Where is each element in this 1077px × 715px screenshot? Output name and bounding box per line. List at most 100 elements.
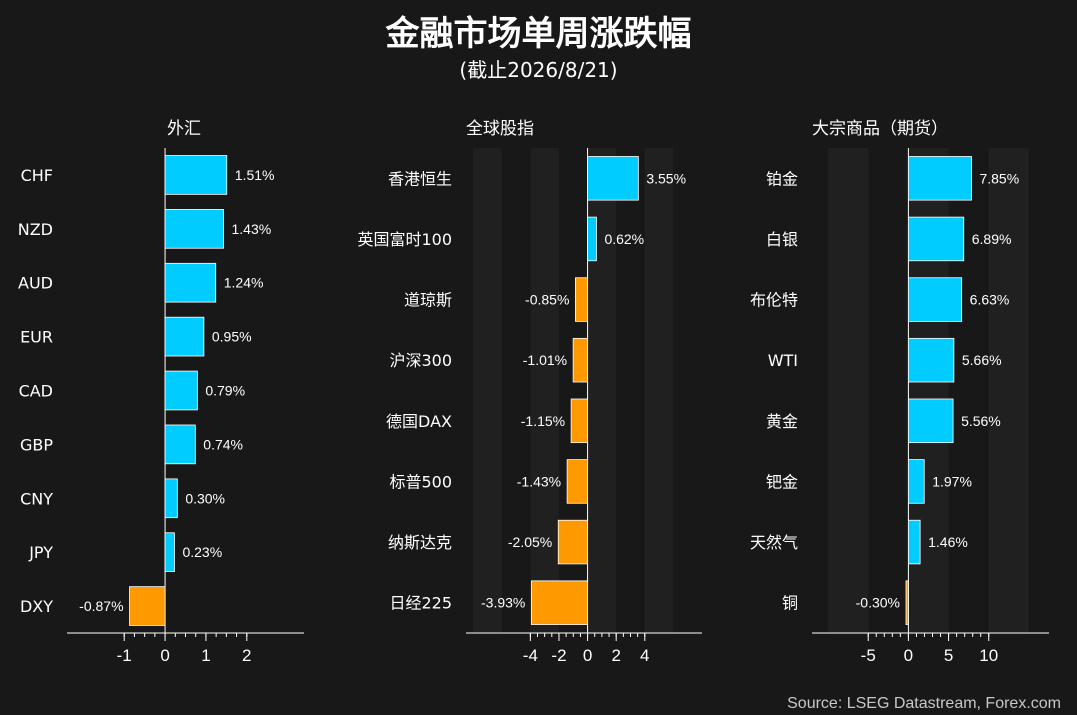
- category-label: 标普500: [389, 472, 452, 491]
- data-label: 0.30%: [185, 490, 225, 506]
- bar: [530, 580, 588, 625]
- bar: [908, 459, 925, 504]
- bar: [572, 337, 588, 383]
- category-label: AUD: [18, 274, 53, 293]
- category-label: 德国DAX: [386, 412, 452, 431]
- category-label: 日经225: [389, 594, 452, 613]
- category-label: 沪深300: [389, 351, 452, 370]
- bar: [908, 156, 972, 201]
- tick-label: 2: [242, 646, 251, 665]
- tick-label: 4: [640, 646, 649, 665]
- tick-label: 10: [979, 646, 998, 665]
- bar: [164, 209, 224, 249]
- data-label: 6.89%: [972, 231, 1012, 247]
- bar: [908, 519, 921, 565]
- tick-label: -5: [861, 646, 876, 665]
- bar: [164, 262, 217, 303]
- bar: [908, 216, 965, 262]
- data-label: 1.24%: [224, 275, 264, 291]
- category-label: CAD: [19, 382, 53, 401]
- panel-title: 大宗商品（期货）: [812, 119, 948, 139]
- tick-label: 0: [583, 646, 592, 665]
- data-label: -2.05%: [508, 534, 552, 550]
- data-label: 1.46%: [928, 534, 968, 550]
- tick-label: -1: [117, 646, 132, 665]
- category-label: 布伦特: [750, 291, 798, 310]
- bar: [557, 519, 588, 565]
- category-label: CHF: [21, 166, 53, 185]
- category-label: 黄金: [766, 412, 798, 431]
- data-label: 6.63%: [970, 292, 1010, 308]
- data-label: 1.97%: [932, 473, 972, 489]
- bar: [905, 580, 909, 625]
- bar: [908, 277, 963, 322]
- category-label: 英国富时100: [357, 230, 452, 249]
- background-band: [644, 148, 674, 633]
- tick-label: 5: [944, 646, 953, 665]
- bar: [587, 156, 639, 201]
- category-label: 铂金: [766, 169, 798, 188]
- bar: [164, 532, 175, 572]
- data-label: 0.62%: [604, 231, 644, 247]
- data-label: -1.15%: [521, 413, 565, 429]
- data-label: 0.23%: [182, 544, 222, 560]
- data-label: 0.95%: [212, 329, 252, 345]
- data-label: -0.87%: [79, 598, 123, 614]
- data-label: -1.01%: [523, 352, 567, 368]
- category-label: 纳斯达克: [388, 533, 452, 552]
- data-label: -0.30%: [856, 595, 900, 611]
- data-label: 0.79%: [205, 383, 245, 399]
- data-label: 0.74%: [203, 436, 243, 452]
- data-label: -3.93%: [481, 595, 525, 611]
- bar: [570, 398, 588, 444]
- chart-subtitle: (截止2026/8/21): [459, 58, 618, 82]
- bar: [164, 316, 205, 357]
- source-note: Source: LSEG Datastream, Forex.com: [787, 695, 1061, 712]
- data-label: 1.43%: [232, 221, 272, 237]
- category-label: GBP: [20, 435, 53, 454]
- tick-label: -4: [523, 646, 538, 665]
- category-label: 道琼斯: [404, 291, 452, 310]
- bar: [129, 586, 166, 626]
- background-band: [988, 148, 1029, 633]
- category-label: NZD: [18, 220, 53, 239]
- category-label: CNY: [20, 489, 53, 508]
- bar: [575, 277, 588, 322]
- data-label: 5.56%: [961, 413, 1001, 429]
- bar: [164, 424, 196, 465]
- chart-title: 金融市场单周涨跌幅: [385, 14, 692, 54]
- category-label: WTI: [768, 351, 798, 370]
- tick-label: 1: [201, 646, 210, 665]
- bar: [164, 370, 198, 411]
- background-band: [530, 148, 559, 633]
- data-label: 5.66%: [962, 352, 1002, 368]
- background-band: [828, 148, 869, 633]
- data-label: 1.51%: [235, 167, 275, 183]
- data-label: -1.43%: [517, 473, 561, 489]
- category-label: 钯金: [766, 472, 798, 491]
- background-band: [473, 148, 502, 633]
- tick-label: -2: [551, 646, 566, 665]
- panel-title: 全球股指: [466, 119, 534, 139]
- data-label: 3.55%: [646, 170, 686, 186]
- bar: [908, 398, 954, 444]
- bar: [164, 478, 178, 519]
- panel-title: 外汇: [167, 119, 201, 139]
- tick-label: 0: [160, 646, 169, 665]
- category-label: 香港恒生: [388, 169, 452, 188]
- category-label: EUR: [20, 328, 53, 347]
- tick-label: 0: [904, 646, 913, 665]
- category-label: 白银: [766, 230, 798, 249]
- tick-label: 2: [611, 646, 620, 665]
- bar: [164, 155, 228, 195]
- bar: [908, 337, 955, 383]
- data-label: -0.85%: [525, 292, 569, 308]
- bar: [566, 459, 588, 504]
- bar: [587, 216, 597, 262]
- category-label: DXY: [20, 597, 53, 616]
- data-label: 7.85%: [979, 170, 1019, 186]
- category-label: JPY: [28, 543, 53, 562]
- category-label: 天然气: [750, 533, 798, 552]
- category-label: 铜: [782, 594, 798, 613]
